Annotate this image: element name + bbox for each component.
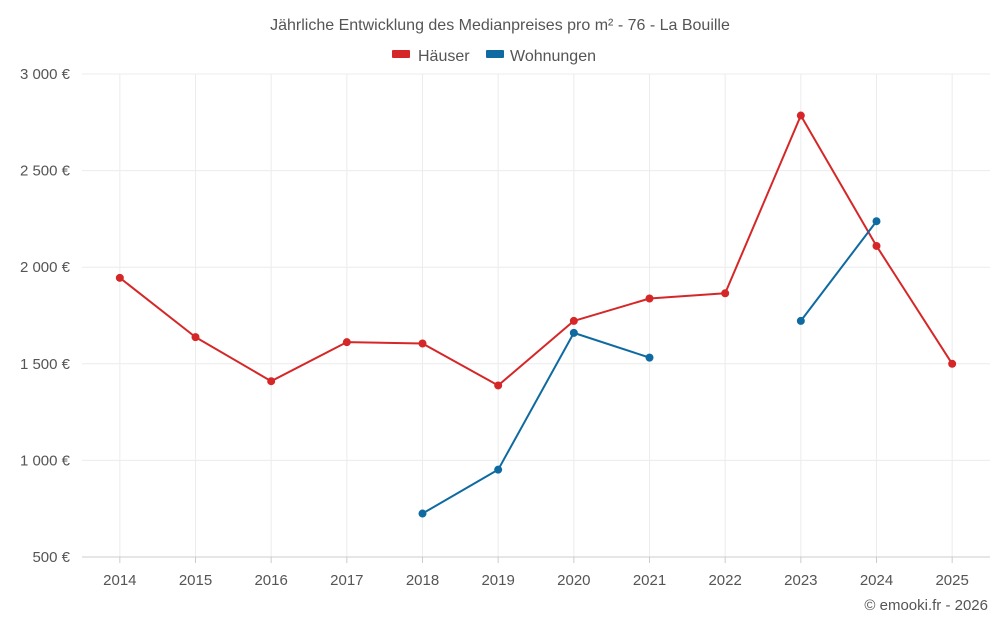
x-tick-label: 2014 — [103, 572, 136, 589]
legend-label: Wohnungen — [510, 48, 596, 65]
legend-label: Häuser — [418, 48, 470, 65]
x-tick-label: 2023 — [784, 572, 817, 589]
chart-title: Jährliche Entwicklung des Medianpreises … — [270, 17, 730, 34]
x-tick-label: 2019 — [481, 572, 514, 589]
data-point[interactable] — [569, 328, 578, 337]
grid — [82, 73, 990, 558]
data-point[interactable] — [494, 381, 503, 390]
legend[interactable]: Häuser Wohnungen — [392, 48, 596, 65]
data-point[interactable] — [267, 377, 276, 386]
data-point[interactable] — [418, 509, 427, 518]
legend-item[interactable]: Wohnungen — [486, 48, 596, 65]
y-axis: 500 € 1 000 € 1 500 € 2 000 € 2 500 € 3 000 € — [20, 66, 71, 566]
data-point[interactable] — [796, 111, 805, 120]
x-tick-label: 2020 — [557, 572, 590, 589]
series-wohnungen — [418, 217, 881, 518]
data-point[interactable] — [494, 465, 503, 474]
y-tick-label: 2 000 € — [20, 259, 71, 276]
data-point[interactable] — [645, 294, 654, 303]
data-point[interactable] — [569, 316, 578, 325]
data-point[interactable] — [418, 339, 427, 348]
series-line — [421, 331, 650, 515]
data-point[interactable] — [191, 333, 200, 342]
data-point[interactable] — [872, 241, 881, 250]
series-line — [800, 220, 878, 322]
y-tick-label: 500 € — [32, 549, 70, 566]
series-layer — [115, 111, 957, 518]
credit-text: © emooki.fr - 2026 — [864, 597, 988, 614]
series-häuser — [115, 111, 957, 390]
data-point[interactable] — [645, 353, 654, 362]
legend-item[interactable]: Häuser — [392, 48, 470, 65]
data-point[interactable] — [342, 338, 351, 347]
data-point[interactable] — [796, 316, 805, 325]
data-point[interactable] — [948, 359, 957, 368]
x-tick-label: 2015 — [179, 572, 212, 589]
y-tick-label: 2 500 € — [20, 163, 71, 180]
series-line — [119, 114, 954, 387]
x-tick-label: 2018 — [406, 572, 439, 589]
x-tick-label: 2024 — [860, 572, 893, 589]
y-tick-label: 1 500 € — [20, 356, 71, 373]
data-point[interactable] — [872, 217, 881, 226]
x-tick-label: 2016 — [254, 572, 287, 589]
x-tick-label: 2025 — [935, 572, 968, 589]
x-tick-label: 2017 — [330, 572, 363, 589]
data-point[interactable] — [721, 289, 730, 298]
legend-swatch — [486, 50, 504, 58]
legend-swatch — [392, 50, 410, 58]
y-tick-label: 3 000 € — [20, 66, 71, 83]
x-tick-label: 2022 — [708, 572, 741, 589]
x-axis: 2014 2015 2016 2017 2018 2019 2020 2021 2022 2023… — [82, 556, 990, 589]
x-tick-label: 2021 — [633, 572, 666, 589]
y-tick-label: 1 000 € — [20, 452, 71, 469]
data-point[interactable] — [115, 273, 124, 282]
